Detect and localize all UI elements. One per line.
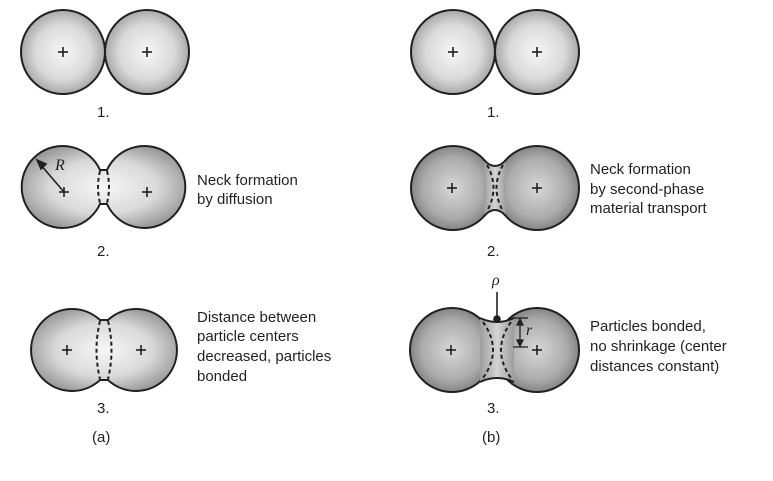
caption-line: bonded [197,368,248,385]
radius-arrow-icon [35,158,65,193]
caption-line: by diffusion [197,191,273,208]
stage-number: 2. [487,243,500,260]
caption-line: by second-phase [590,181,705,198]
caption-line: Neck formation [197,172,298,189]
stage-number: 1. [487,104,500,121]
panel-a-stage-1 [20,9,190,95]
caption-line: decreased, particles [197,348,332,365]
stage-number: 3. [487,400,500,417]
caption-line: particle centers [197,328,299,345]
rho-pointer-icon [493,292,501,323]
center-cross-icon [448,47,542,57]
caption-line: material transport [590,200,707,217]
center-cross-icon [447,183,542,193]
center-cross-icon [446,345,542,355]
panel-a-stage-3 [30,308,178,392]
center-cross-icon [59,187,152,197]
bonded-particles [30,308,178,392]
neck-region [484,160,506,216]
stage-number: 3. [97,400,110,417]
stage-number: 1. [97,104,110,121]
caption-line: distances constant) [590,358,720,375]
caption-line: Distance between [197,309,317,326]
caption-line: no shrinkage (center [590,338,727,355]
panel-b-stage-2 [410,145,580,231]
neck-region [480,318,514,382]
caption-line: Particles bonded, [590,318,706,335]
panel-b-stage-3 [409,292,580,393]
center-cross-icon [58,47,152,57]
neck-radius-dimension-icon [513,317,528,348]
stage-number: 2. [97,243,110,260]
panel-b-stage-1 [410,9,580,95]
center-cross-icon [62,345,146,355]
panel-a-stage-2 [20,145,187,229]
rho-symbol: ρ [492,272,500,289]
neck-radius-symbol: r [526,322,533,339]
bonded-particles [20,145,187,229]
panel-label: (b) [482,429,501,446]
radius-symbol: R [55,157,65,174]
caption-line: Neck formation [590,161,691,178]
panel-label: (a) [92,429,111,446]
